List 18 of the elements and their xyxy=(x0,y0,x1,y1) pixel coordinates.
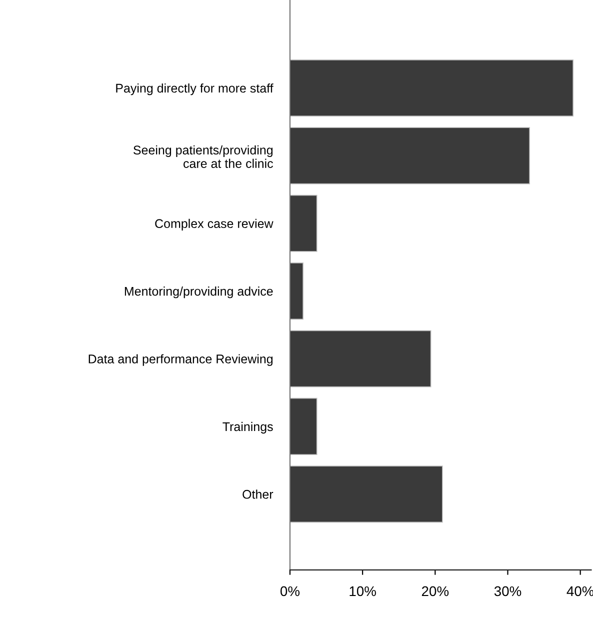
bar xyxy=(290,194,318,252)
y-tick-label: Other xyxy=(242,490,274,499)
x-tick-label: 20% xyxy=(422,586,449,596)
x-tick-label: 0% xyxy=(280,586,300,596)
y-tick-label: Seeing patients/providing care at the clinic xyxy=(134,145,273,168)
bar xyxy=(290,330,432,388)
x-tick-label: 10% xyxy=(350,586,376,596)
y-tick-label: Mentoring/providing advice xyxy=(124,286,273,298)
bar xyxy=(290,127,530,184)
y-tick-label: Data and performance Reviewing xyxy=(88,354,273,366)
y-tick-label: Complex case review xyxy=(155,218,274,230)
bar xyxy=(290,59,574,117)
x-tick-label: 30% xyxy=(494,586,522,596)
bar xyxy=(290,466,443,523)
bar xyxy=(290,398,318,455)
y-tick-label: Paying directly for more staff xyxy=(116,83,274,96)
y-tick-label: Trainings xyxy=(222,422,273,434)
bar xyxy=(290,262,304,320)
